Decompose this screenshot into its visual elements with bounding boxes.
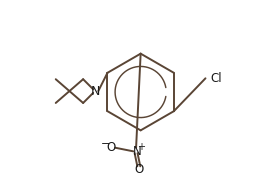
Text: +: +: [137, 142, 145, 152]
Text: O: O: [134, 163, 144, 176]
Text: N: N: [133, 145, 141, 158]
Text: Cl: Cl: [210, 72, 222, 85]
Text: N: N: [90, 85, 100, 98]
Text: O: O: [107, 141, 116, 154]
Text: −: −: [101, 139, 110, 149]
